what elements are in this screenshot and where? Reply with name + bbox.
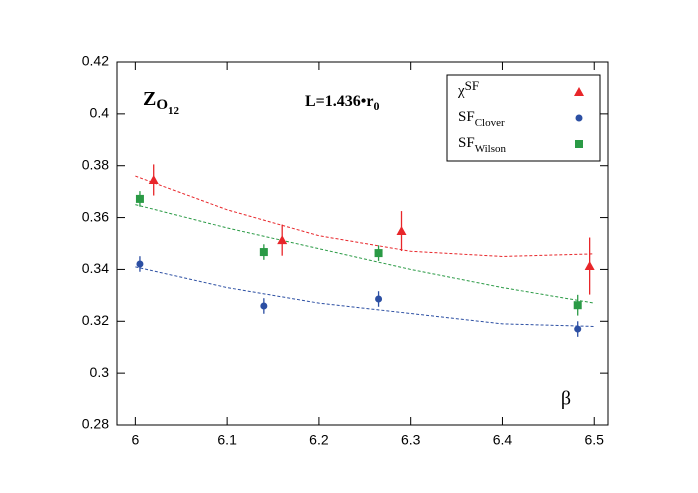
x-tick-label: 6 <box>131 432 139 448</box>
x-tick-label: 6.1 <box>217 432 237 448</box>
point <box>135 194 144 203</box>
point <box>375 295 383 303</box>
legend-label: SFClover <box>458 109 505 128</box>
legend-marker <box>574 87 584 96</box>
annotation: ZO12 <box>143 88 180 117</box>
annotation-main: Z <box>143 88 156 110</box>
plot-frame <box>116 61 609 426</box>
x-tick-label: 6.5 <box>584 432 604 448</box>
y-tick-label: 0.34 <box>82 260 109 276</box>
legend-marker <box>575 114 583 122</box>
annotation-sub: 0 <box>374 99 380 113</box>
legend-sub: Clover <box>475 117 505 129</box>
legend-label: SFWilson <box>458 135 507 154</box>
point <box>148 174 159 184</box>
annotation-sub: O <box>156 97 168 113</box>
y-tick-label: 0.3 <box>90 364 110 380</box>
point <box>374 249 383 258</box>
legend-box <box>446 74 601 162</box>
point <box>136 260 144 268</box>
legend-marker <box>575 140 583 148</box>
y-tick-label: 0.28 <box>82 416 109 432</box>
legend-name: χ <box>457 83 465 99</box>
legend-name: SF <box>458 135 475 151</box>
x-tick-label: 6.4 <box>493 432 513 448</box>
point <box>574 325 582 333</box>
annotation-subsub: 12 <box>168 105 180 117</box>
point <box>573 301 582 310</box>
legend-sub: Wilson <box>475 143 507 155</box>
point <box>584 261 595 271</box>
annotation-main: L=1.436•r <box>305 93 374 110</box>
x-tick-label: 6.3 <box>401 432 421 448</box>
y-tick-label: 0.4 <box>90 105 110 121</box>
legend-label: χSF <box>457 78 479 99</box>
y-tick-label: 0.42 <box>82 53 109 69</box>
fit-curve <box>135 204 595 304</box>
legend-sup: SF <box>465 78 479 93</box>
y-tick-label: 0.32 <box>82 312 109 328</box>
legend-name: SF <box>458 109 475 125</box>
y-tick-label: 0.36 <box>82 208 109 224</box>
x-axis-label: β <box>561 388 571 410</box>
point <box>260 302 268 310</box>
y-tick-label: 0.38 <box>82 156 109 172</box>
fit-curve <box>135 175 595 257</box>
point <box>277 235 288 245</box>
x-tick-label: 6.2 <box>309 432 329 448</box>
fit-curve <box>135 266 595 327</box>
point <box>396 226 407 236</box>
point <box>259 248 268 257</box>
annotation: L=1.436•r0 <box>305 93 380 113</box>
